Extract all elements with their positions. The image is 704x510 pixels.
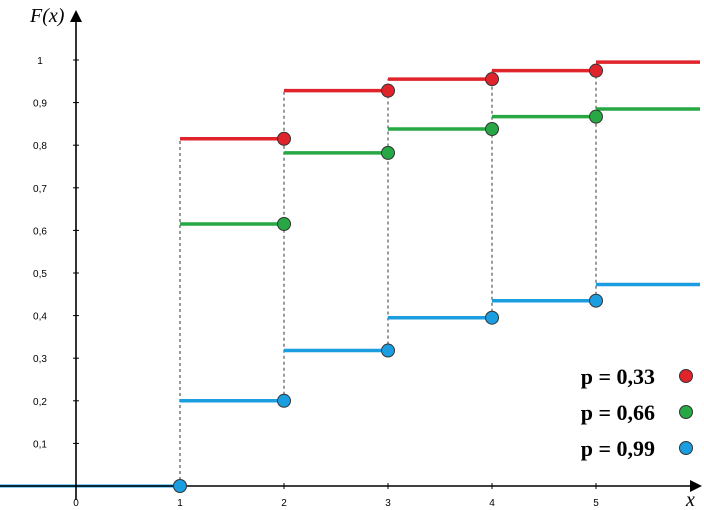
step-marker [485, 72, 499, 87]
step-marker [277, 393, 291, 408]
y-tick-label: 0,7 [33, 184, 47, 195]
x-tick-label: 3 [385, 498, 391, 509]
legend-marker [679, 441, 693, 455]
step-marker [485, 122, 499, 137]
step-marker [589, 63, 603, 78]
x-tick-label: 2 [281, 498, 287, 509]
x-tick-label: 4 [489, 498, 495, 509]
series-0 [180, 60, 700, 141]
legend: p = 0,33 p = 0,66 p = 0,99 [581, 364, 693, 461]
y-axis-title: F(x) [29, 5, 65, 27]
y-tick-label: 0,5 [33, 269, 47, 280]
step-marker [277, 131, 291, 146]
x-tick-label: 5 [593, 498, 599, 509]
series-layer [0, 60, 700, 488]
series-0-markers [277, 63, 603, 146]
step-marker [485, 310, 499, 325]
step-marker [381, 83, 395, 98]
x-tick-label: 1 [177, 498, 183, 509]
y-tick-label: 0,3 [33, 354, 47, 365]
step-marker [381, 145, 395, 160]
y-tick-label: 0,4 [33, 312, 47, 323]
y-tick-label: 0,6 [33, 226, 47, 237]
y-tick-label: 0,1 [33, 439, 47, 450]
series-2-markers [277, 293, 603, 408]
x-axis-title: x [685, 489, 695, 510]
step-marker [589, 293, 603, 308]
y-tick-label: 0,9 [33, 99, 47, 110]
axes [0, 10, 702, 500]
markers-layer [173, 63, 603, 493]
series-1-markers [277, 109, 603, 232]
legend-label: p = 0,33 [581, 364, 655, 389]
legend-marker [679, 405, 693, 419]
y-tick-label: 1 [37, 56, 43, 67]
step-marker [589, 109, 603, 124]
y-tick-label: 0,2 [33, 397, 47, 408]
legend-marker [679, 369, 693, 383]
step-marker [173, 479, 187, 493]
legend-label: p = 0,99 [581, 436, 655, 461]
step-marker [381, 343, 395, 358]
legend-label: p = 0,66 [581, 400, 655, 425]
y-tick-label: 0,8 [33, 141, 47, 152]
series-1 [180, 107, 700, 226]
x-tick-label: 0 [73, 498, 79, 509]
ticks: 0,1 0,2 0,3 0,4 0,5 0,6 0,7 0,8 0,9 1 0 1 2 3 4 5 [33, 56, 599, 509]
series-2 [180, 282, 700, 403]
step-marker [277, 217, 291, 232]
dashed-guides [179, 62, 597, 486]
